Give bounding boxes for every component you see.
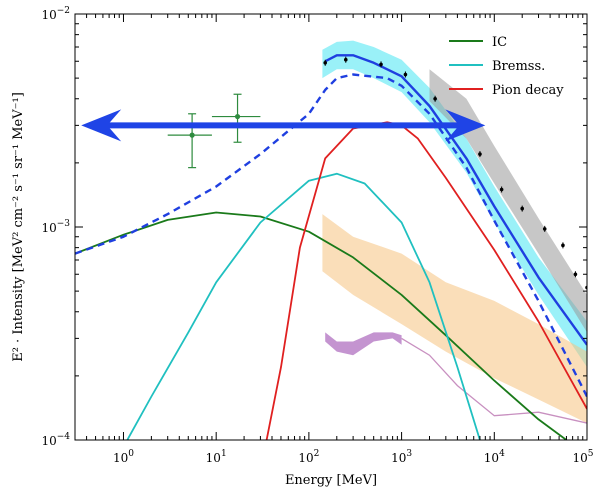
tick-label: 103 — [391, 449, 412, 465]
data-point — [542, 225, 547, 232]
tick-label: 104 — [484, 449, 505, 465]
data-point — [433, 95, 437, 102]
data-point — [520, 205, 525, 212]
tick-labels: 100 101 102 103 104 105 10−4 10−3 10−2 — [41, 6, 593, 465]
tick-label: 10−4 — [41, 432, 70, 448]
data-point — [343, 56, 348, 63]
tick-label: 10−2 — [41, 6, 70, 22]
series-line-bremss — [126, 172, 481, 440]
data-point — [499, 186, 504, 193]
thin-lines — [401, 337, 587, 424]
data-point — [379, 61, 383, 68]
tick-label: 101 — [206, 449, 227, 465]
data-point — [211, 93, 261, 143]
tick-label: 100 — [113, 449, 134, 465]
arrow-overlay — [81, 109, 486, 142]
data-point — [573, 271, 578, 278]
legend-label: IC — [492, 35, 507, 50]
data-point — [478, 151, 482, 158]
series-lines — [75, 54, 587, 440]
legend-item-ic: IC — [449, 35, 507, 50]
legend-item-bremss: Bremss. — [449, 59, 545, 74]
arrow-head-right — [445, 109, 486, 142]
tick-label: 102 — [298, 449, 319, 465]
tick-label: 105 — [572, 449, 593, 465]
data-point — [561, 242, 565, 249]
uncertainty-bands — [322, 40, 587, 424]
legend: IC Bremss. Pion decay — [449, 35, 564, 98]
x-axis-title: Energy [MeV] — [285, 473, 377, 488]
data-point — [323, 59, 328, 66]
data-point — [403, 71, 408, 78]
band-2 — [322, 214, 587, 424]
arrow-head-left — [81, 109, 122, 142]
y-axis-title: E² · Intensity [MeV² cm⁻² s⁻¹ sr⁻¹ MeV⁻¹… — [11, 92, 26, 362]
legend-label: Pion decay — [492, 83, 564, 98]
series-line-ic — [75, 211, 567, 440]
band-3 — [325, 332, 402, 356]
legend-item-pion-decay: Pion decay — [449, 83, 564, 98]
thin-line-0 — [401, 337, 587, 424]
axis-ticks — [74, 13, 588, 441]
tick-label: 10−3 — [41, 219, 70, 235]
band-1 — [429, 69, 587, 333]
legend-label: Bremss. — [492, 59, 545, 74]
series-line-model-dashed — [75, 73, 587, 398]
series-line-model-solid — [324, 54, 587, 346]
